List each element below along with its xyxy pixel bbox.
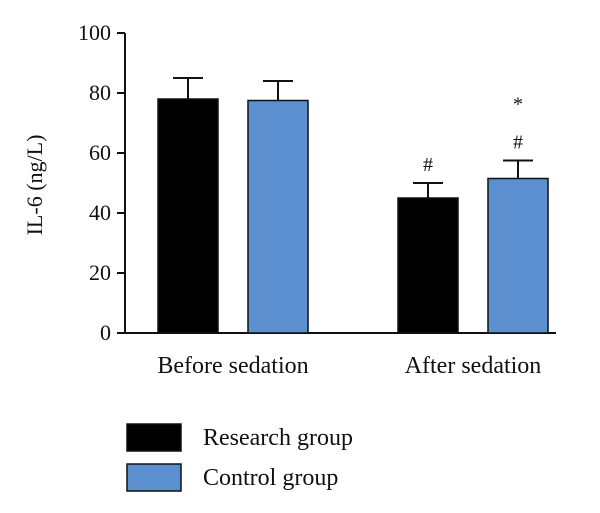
y-tick-label: 0 bbox=[100, 320, 111, 345]
asterisk-annotation: * bbox=[513, 94, 523, 116]
y-tick-label: 60 bbox=[89, 140, 111, 165]
bar-control-1 bbox=[487, 177, 549, 334]
legend: Research group Control group bbox=[126, 423, 353, 492]
hash-annotation: # bbox=[423, 154, 433, 176]
plot-area: 0 20 40 60 80 100 Before sedation # # * After seda… bbox=[78, 20, 556, 379]
y-tick-label: 40 bbox=[89, 200, 111, 225]
legend-swatch-research bbox=[126, 423, 182, 452]
y-tick-label: 80 bbox=[89, 80, 111, 105]
hash-annotation: # bbox=[513, 132, 523, 154]
bar-research-1 bbox=[397, 197, 459, 334]
legend-label-research: Research group bbox=[203, 425, 353, 451]
y-tick-label: 20 bbox=[89, 260, 111, 285]
legend-label-control: Control group bbox=[203, 465, 338, 491]
bar-control-0 bbox=[247, 99, 309, 334]
legend-swatch-control bbox=[126, 463, 182, 492]
bar-research-0 bbox=[157, 98, 219, 334]
x-category-label: After sedation bbox=[405, 353, 542, 379]
y-axis-label: IL-6 (ng/L) bbox=[22, 135, 47, 236]
x-category-label: Before sedation bbox=[157, 353, 308, 379]
y-tick-label: 100 bbox=[78, 20, 111, 45]
